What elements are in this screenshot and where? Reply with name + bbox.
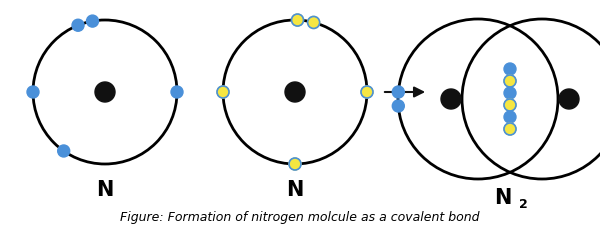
Circle shape — [504, 111, 516, 123]
Circle shape — [308, 17, 320, 29]
Circle shape — [504, 64, 516, 76]
Circle shape — [95, 83, 115, 103]
Circle shape — [285, 83, 305, 103]
Circle shape — [171, 87, 183, 99]
Circle shape — [504, 123, 516, 135]
Circle shape — [58, 145, 70, 157]
Circle shape — [392, 101, 404, 112]
Circle shape — [559, 90, 579, 109]
Circle shape — [361, 87, 373, 99]
Circle shape — [462, 20, 600, 179]
Circle shape — [441, 90, 461, 109]
Text: N: N — [97, 179, 113, 199]
Circle shape — [504, 88, 516, 100]
Text: 2: 2 — [518, 198, 527, 211]
Circle shape — [504, 76, 516, 88]
Text: N: N — [286, 179, 304, 199]
Text: N: N — [494, 187, 512, 207]
Text: Figure: Formation of nitrogen molcule as a covalent bond: Figure: Formation of nitrogen molcule as… — [120, 211, 480, 224]
Circle shape — [289, 158, 301, 170]
Circle shape — [217, 87, 229, 99]
Circle shape — [72, 20, 84, 32]
Circle shape — [27, 87, 39, 99]
Circle shape — [504, 100, 516, 111]
Circle shape — [86, 16, 98, 28]
Circle shape — [398, 20, 558, 179]
Circle shape — [392, 87, 404, 99]
Circle shape — [292, 15, 304, 27]
